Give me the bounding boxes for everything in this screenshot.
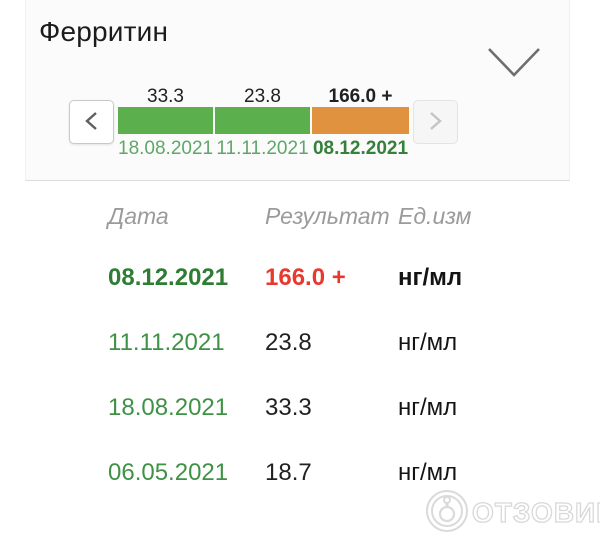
slider-point: 23.8 11.11.2021 bbox=[215, 86, 310, 160]
point-date[interactable]: 08.12.2021 bbox=[312, 138, 409, 159]
row-date: 08.12.2021 bbox=[108, 263, 229, 291]
power-icon bbox=[426, 490, 468, 532]
row-unit: нг/мл bbox=[398, 263, 463, 291]
point-value: 166.0 + bbox=[328, 86, 393, 107]
results-table: Дата Результат Ед.изм 08.12.2021 166.0 +… bbox=[108, 195, 570, 505]
row-unit: нг/мл bbox=[398, 328, 458, 356]
chevron-left-icon bbox=[85, 111, 98, 134]
point-bar[interactable] bbox=[215, 107, 310, 134]
row-result: 18.7 bbox=[265, 458, 312, 486]
table-row: 11.11.2021 23.8 нг/мл bbox=[108, 310, 570, 375]
slider-point: 33.3 18.08.2021 bbox=[118, 86, 213, 160]
table-spacer bbox=[108, 237, 570, 245]
analyte-card: Ферритин 33.3 18.08.2021 23.8 bbox=[25, 0, 570, 181]
analyte-title: Ферритин bbox=[39, 16, 169, 47]
point-date[interactable]: 11.11.2021 bbox=[216, 138, 309, 159]
row-unit: нг/мл bbox=[398, 458, 458, 486]
point-bar[interactable] bbox=[118, 107, 213, 134]
watermark-text: ОТЗОВИК bbox=[472, 497, 600, 528]
table-header-row: Дата Результат Ед.изм bbox=[108, 195, 570, 237]
row-date: 18.08.2021 bbox=[108, 393, 229, 421]
collapse-section-button[interactable] bbox=[487, 46, 541, 82]
row-result: 166.0 + bbox=[265, 263, 346, 291]
column-header-date: Дата bbox=[108, 202, 169, 229]
point-value: 33.3 bbox=[147, 86, 184, 107]
chevron-right-icon bbox=[429, 111, 442, 134]
slider-point-selected: 166.0 + 08.12.2021 bbox=[312, 86, 409, 160]
slider-prev-button[interactable] bbox=[69, 100, 114, 144]
history-slider: 33.3 18.08.2021 23.8 11.11.2021 166.0 + … bbox=[69, 86, 458, 160]
table-row: 18.08.2021 33.3 нг/мл bbox=[108, 375, 570, 440]
table-row: 06.05.2021 18.7 нг/мл bbox=[108, 440, 570, 505]
row-result: 23.8 bbox=[265, 328, 312, 356]
row-date: 11.11.2021 bbox=[108, 328, 225, 356]
row-unit: нг/мл bbox=[398, 393, 458, 421]
otzovik-watermark: ОТЗОВИК bbox=[426, 490, 600, 532]
point-bar[interactable] bbox=[312, 107, 409, 134]
point-value: 23.8 bbox=[244, 86, 281, 107]
row-date: 06.05.2021 bbox=[108, 458, 229, 486]
column-header-unit: Ед.изм bbox=[398, 202, 472, 229]
slider-next-button[interactable] bbox=[413, 100, 458, 144]
point-date[interactable]: 18.08.2021 bbox=[118, 138, 214, 159]
slider-segments: 33.3 18.08.2021 23.8 11.11.2021 166.0 + … bbox=[118, 86, 409, 160]
row-result: 33.3 bbox=[265, 393, 312, 421]
table-row: 08.12.2021 166.0 + нг/мл bbox=[108, 245, 570, 310]
chevron-down-icon bbox=[487, 48, 541, 83]
column-header-result: Результат bbox=[265, 202, 390, 229]
